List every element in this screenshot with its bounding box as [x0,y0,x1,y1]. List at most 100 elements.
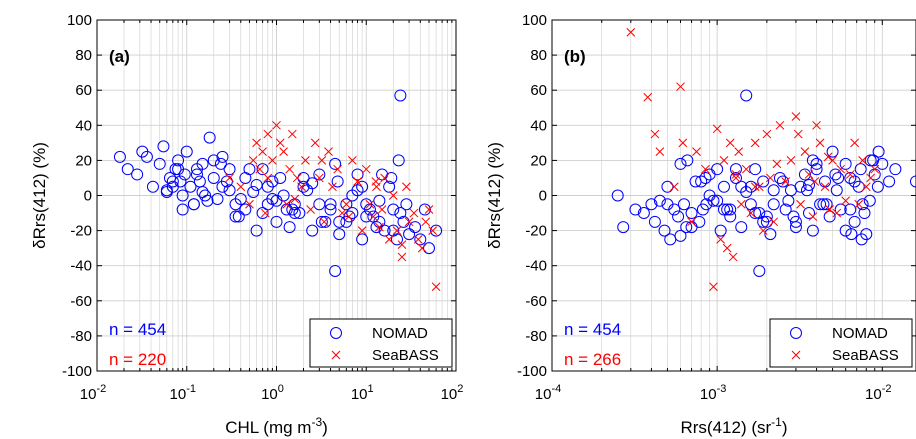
seabass-point-stroke [353,177,362,186]
seabass-point-stroke [301,156,310,165]
seabass-point-stroke [252,138,261,148]
nomad-point [729,171,742,184]
nomad-point [229,210,242,223]
nomad-point [223,163,236,176]
seabass-point [722,243,732,253]
seabass-point [417,243,427,253]
x-tick-base: 10 [80,386,97,403]
seabass-point [728,252,738,262]
seabass-point [282,199,292,209]
legend: NOMAD SeaBASS [769,318,913,368]
legend-marker-stroke [791,350,801,360]
seabass-point-stroke [650,129,660,139]
nomad-point [883,175,896,188]
seabass-point-stroke [758,226,768,235]
seabass-point [404,217,414,227]
nomad-point [370,221,383,234]
nomad-point [121,163,134,176]
nomad-point [863,194,876,207]
seabass-point-stroke [866,173,875,183]
nomad-point [378,224,391,237]
seabass-point-stroke [328,182,337,192]
seabass-point-stroke [310,138,320,148]
seabass-point-stroke [413,235,423,244]
nomad-point [153,157,166,170]
seabass-point-stroke [347,156,357,165]
y-tick-label: 60 [75,82,92,99]
seabass-point-stroke [709,282,718,292]
legend-label: SeaBASS [372,347,439,364]
seabass-point-stroke [643,92,653,102]
x-tick-label: 10-3 [700,383,726,403]
nomad-point [180,145,193,158]
seabass-point [725,138,735,148]
legend-box [769,318,913,368]
nomad-point [767,184,780,197]
nomad-point [711,163,724,176]
nomad-point [324,203,337,216]
x-tick-exponent: -4 [551,383,561,395]
seabass-point [344,212,354,221]
seabass-point-stroke [678,138,688,148]
seabass-point-stroke [369,212,378,221]
seabass-point-stroke [424,205,434,214]
seabass-point [854,199,864,209]
seabass-point [397,240,407,249]
nomad-point [288,207,301,220]
seabass-point-stroke [712,124,722,134]
seabass-point-stroke [341,199,351,209]
nomad-point [685,207,698,220]
nomad-point [637,207,650,220]
nomad-point [266,175,279,188]
seabass-point-stroke [431,282,441,292]
nomad-point [140,150,153,163]
x-tick-exponent: -2 [96,383,106,395]
nomad-point [672,210,685,223]
nomad-point [293,207,306,220]
nomad-point [329,157,342,170]
x-tick-exponent: 2 [457,383,463,395]
seabass-point-stroke [245,199,254,209]
seabass-point-stroke [791,112,801,121]
seabass-point [823,152,833,162]
nomad-point [383,180,396,193]
seabass-point [292,173,302,183]
seabass-point [741,164,751,174]
nomad-point [196,185,209,198]
seabass-point-stroke [397,252,407,262]
seabass-point [236,182,246,192]
seabass-point-stroke [287,129,297,139]
seabass-point [333,164,342,174]
seabass-point [275,138,285,148]
nomad-point [744,180,757,193]
nomad-point [232,210,245,223]
y-tick-label: -80 [525,328,547,345]
nomad-point [889,163,902,176]
seabass-point-stroke [725,138,735,148]
nomad-point [313,198,326,211]
seabass-point [287,129,297,139]
nomad-point [319,215,332,228]
seabass-point [793,129,803,139]
nomad-point [214,157,227,170]
seabass-point-stroke [272,120,281,130]
nomad-point [848,215,861,228]
nomad-point [256,163,269,176]
nomad-point [176,189,189,202]
seabass-point [845,170,855,179]
nomad-point [351,168,364,181]
seabass-point [820,182,830,192]
nomad-point [757,215,770,228]
seabass-point-stroke [377,205,387,214]
x-axis-label: Rrs(412) (sr-1) [680,415,787,437]
seabass-point-stroke [380,173,389,183]
nomad-point [711,194,724,207]
nomad-point [172,154,185,167]
y-tick-label: 20 [530,152,547,169]
x-tick-exponent: -3 [717,383,727,395]
seabass-point [850,138,859,148]
nomad-point [661,198,674,211]
seabass-point-stroke [734,147,744,156]
y-axis-label: δRrs(412) (%) [485,142,504,249]
